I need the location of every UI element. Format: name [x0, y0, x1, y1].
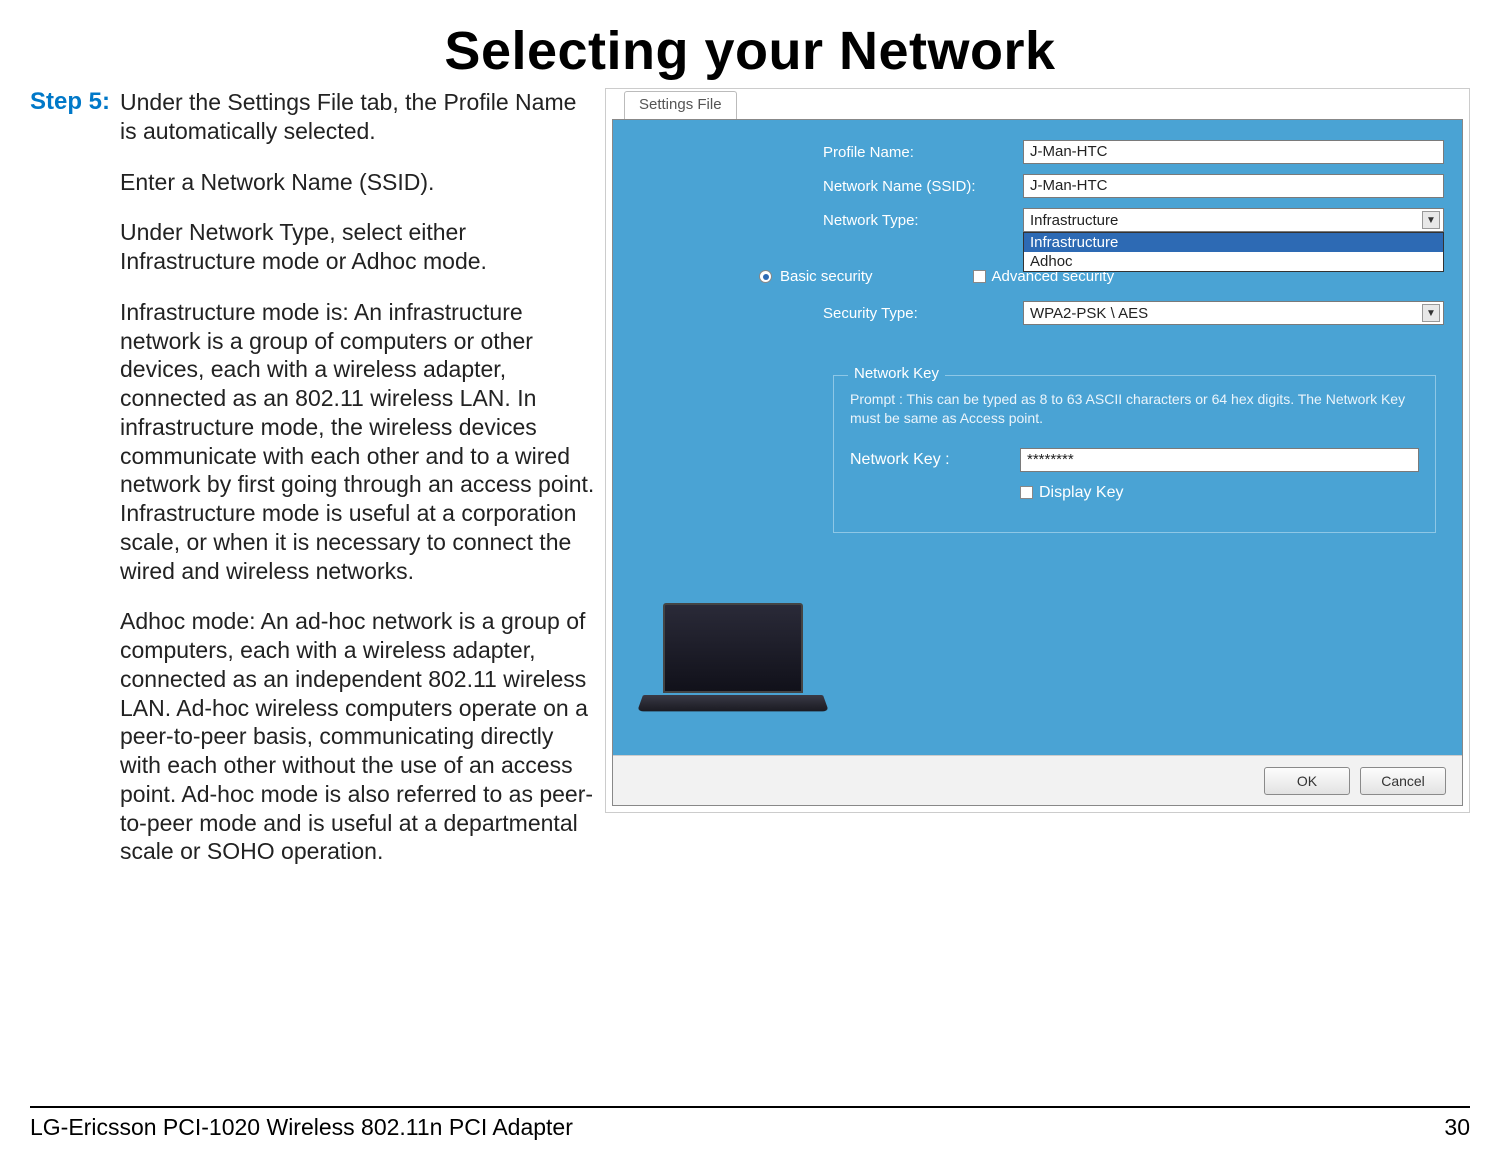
profile-name-input[interactable]: J-Man-HTC: [1023, 140, 1444, 164]
security-type-dropdown[interactable]: WPA2-PSK \ AES ▼: [1023, 301, 1444, 325]
instruction-p1: Under the Settings File tab, the Profile…: [120, 88, 595, 146]
network-type-label: Network Type:: [823, 212, 1023, 229]
basic-security-label: Basic security: [780, 268, 873, 285]
display-key-label: Display Key: [1039, 484, 1123, 502]
chevron-down-icon: ▼: [1422, 304, 1440, 322]
dialog-panel: Profile Name: J-Man-HTC Network Name (SS…: [612, 119, 1463, 806]
page-title: Selecting your Network: [30, 20, 1470, 82]
network-key-group-title: Network Key: [848, 365, 945, 382]
footer-page-number: 30: [1444, 1114, 1470, 1141]
option-infrastructure[interactable]: Infrastructure: [1024, 233, 1443, 252]
network-type-dropdown[interactable]: Infrastructure ▼ Infrastructure Adhoc: [1023, 208, 1444, 232]
ok-button[interactable]: OK: [1264, 767, 1350, 795]
chevron-down-icon: ▼: [1422, 211, 1440, 229]
ssid-input[interactable]: J-Man-HTC: [1023, 174, 1444, 198]
security-type-label: Security Type:: [823, 305, 1023, 322]
instructions: Under the Settings File tab, the Profile…: [120, 88, 595, 888]
network-key-prompt: Prompt : This can be typed as 8 to 63 AS…: [850, 390, 1419, 428]
network-key-input[interactable]: ********: [1020, 448, 1419, 472]
dialog-button-bar: OK Cancel: [613, 755, 1462, 805]
step-label: Step 5:: [30, 88, 120, 116]
cancel-button[interactable]: Cancel: [1360, 767, 1446, 795]
profile-name-label: Profile Name:: [823, 144, 1023, 161]
basic-security-radio[interactable]: [759, 270, 772, 283]
tab-settings-file[interactable]: Settings File: [624, 91, 737, 119]
laptop-icon: [643, 603, 823, 733]
network-key-group: Network Key Prompt : This can be typed a…: [833, 375, 1436, 533]
network-type-options: Infrastructure Adhoc: [1023, 232, 1444, 272]
option-adhoc[interactable]: Adhoc: [1024, 252, 1443, 271]
network-type-value: Infrastructure: [1030, 212, 1118, 229]
instruction-p3: Under Network Type, select either Infras…: [120, 218, 595, 276]
ssid-label: Network Name (SSID):: [823, 178, 1023, 195]
instruction-p4: Infrastructure mode is: An infrastructur…: [120, 298, 595, 586]
security-type-value: WPA2-PSK \ AES: [1030, 305, 1148, 322]
settings-dialog: Settings File Profile Name: J-Man-HTC Ne…: [605, 88, 1470, 813]
instruction-p2: Enter a Network Name (SSID).: [120, 168, 595, 197]
advanced-security-checkbox[interactable]: [973, 270, 986, 283]
footer-product: LG-Ericsson PCI-1020 Wireless 802.11n PC…: [30, 1114, 573, 1141]
network-key-label: Network Key :: [850, 451, 1020, 469]
display-key-checkbox[interactable]: [1020, 486, 1033, 499]
instruction-p5: Adhoc mode: An ad-hoc network is a group…: [120, 607, 595, 866]
